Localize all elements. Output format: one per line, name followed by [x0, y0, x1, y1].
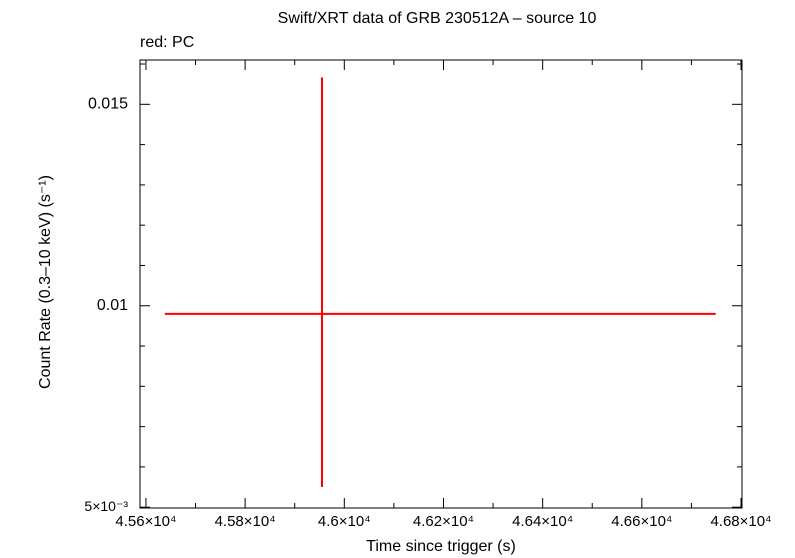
- x-tick-label: 4.62×10⁴: [413, 513, 474, 530]
- y-axis-label: Count Rate (0.3–10 keV) (s⁻¹): [37, 175, 54, 389]
- y-tick-label: 0.015: [88, 96, 128, 113]
- y-tick-label: 0.01: [97, 297, 128, 314]
- x-axis-label: Time since trigger (s): [366, 538, 516, 555]
- chart-subtitle: red: PC: [140, 34, 194, 51]
- x-tick-label: 4.68×10⁴: [710, 513, 771, 530]
- y-tick-label: 5×10⁻³: [84, 498, 128, 514]
- x-tick-label: 4.66×10⁴: [611, 513, 672, 530]
- x-tick-label: 4.58×10⁴: [215, 513, 276, 530]
- x-tick-label: 4.64×10⁴: [512, 513, 573, 530]
- x-tick-label: 4.56×10⁴: [115, 513, 176, 530]
- plot-frame: [139, 59, 743, 509]
- chart-title: Swift/XRT data of GRB 230512A – source 1…: [278, 10, 597, 27]
- x-tick-label: 4.6×10⁴: [318, 513, 371, 530]
